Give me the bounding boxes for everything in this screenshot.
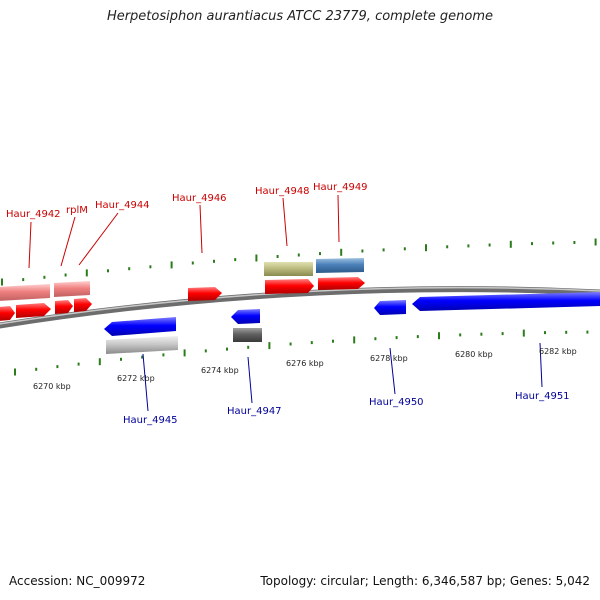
gene-haur-4942-pseudo[interactable] bbox=[0, 284, 50, 301]
forward-tick-marks bbox=[1, 238, 597, 286]
forward-genes-outer bbox=[0, 258, 364, 301]
label-haur-4942[interactable]: Haur_4942 bbox=[6, 209, 61, 220]
label-haur-4945[interactable]: Haur_4945 bbox=[123, 415, 178, 426]
accession-text: Accession: NC_009972 bbox=[9, 574, 146, 588]
gene-red-4[interactable] bbox=[74, 298, 92, 312]
genome-backbone bbox=[0, 286, 600, 329]
gene-rplm[interactable] bbox=[54, 281, 90, 297]
genome-title: Herpetosiphon aurantiacus ATCC 23779, co… bbox=[106, 9, 494, 24]
reverse-genes bbox=[104, 292, 600, 354]
label-haur-4946[interactable]: Haur_4946 bbox=[172, 193, 227, 204]
gene-haur-4947-pseudo[interactable] bbox=[233, 328, 262, 342]
gene-haur-4945-pseudo[interactable] bbox=[106, 336, 178, 354]
label-haur-4948[interactable]: Haur_4948 bbox=[255, 186, 310, 197]
gene-red-1[interactable] bbox=[0, 306, 15, 321]
scale-label-6272: 6272 kbp bbox=[117, 374, 155, 383]
label-haur-4947[interactable]: Haur_4947 bbox=[227, 406, 282, 417]
label-haur-4951[interactable]: Haur_4951 bbox=[515, 391, 570, 402]
gene-red-5[interactable] bbox=[265, 279, 314, 294]
scale-label-6278: 6278 kbp bbox=[370, 354, 408, 363]
forward-genes-inner bbox=[0, 277, 365, 321]
label-haur-4949[interactable]: Haur_4949 bbox=[313, 182, 368, 193]
label-haur-4944[interactable]: Haur_4944 bbox=[95, 200, 150, 211]
forward-leader-lines bbox=[28, 194, 340, 269]
gene-haur-4947[interactable] bbox=[231, 309, 260, 324]
label-haur-4950[interactable]: Haur_4950 bbox=[369, 397, 424, 408]
topology-text: Topology: circular; Length: 6,346,587 bp… bbox=[260, 574, 590, 588]
scale-label-6274: 6274 kbp bbox=[201, 366, 239, 375]
gene-red-6[interactable] bbox=[318, 277, 365, 290]
scale-label-6280: 6280 kbp bbox=[455, 350, 493, 359]
gene-haur-4951[interactable] bbox=[412, 292, 600, 311]
gene-red-3[interactable] bbox=[55, 300, 73, 314]
scale-label-6270: 6270 kbp bbox=[33, 382, 71, 391]
gene-haur-4950[interactable] bbox=[374, 300, 406, 315]
label-rplm[interactable]: rplM bbox=[66, 205, 88, 216]
scale-label-6276: 6276 kbp bbox=[286, 359, 324, 368]
gene-haur-4946[interactable] bbox=[188, 287, 222, 301]
scale-labels: 6270 kbp 6272 kbp 6274 kbp 6276 kbp 6278… bbox=[33, 347, 577, 391]
gene-haur-4949[interactable] bbox=[316, 258, 364, 273]
scale-label-6282: 6282 kbp bbox=[539, 347, 577, 356]
forward-gene-labels: Haur_4942 rplM Haur_4944 Haur_4946 Haur_… bbox=[6, 182, 368, 220]
reverse-leader-lines bbox=[142, 342, 543, 412]
gene-red-2[interactable] bbox=[16, 303, 51, 318]
reverse-gene-labels: Haur_4945 Haur_4947 Haur_4950 Haur_4951 bbox=[123, 391, 570, 426]
reverse-tick-marks bbox=[14, 329, 589, 376]
gene-haur-4945[interactable] bbox=[104, 317, 176, 336]
gene-haur-4948[interactable] bbox=[264, 262, 313, 276]
